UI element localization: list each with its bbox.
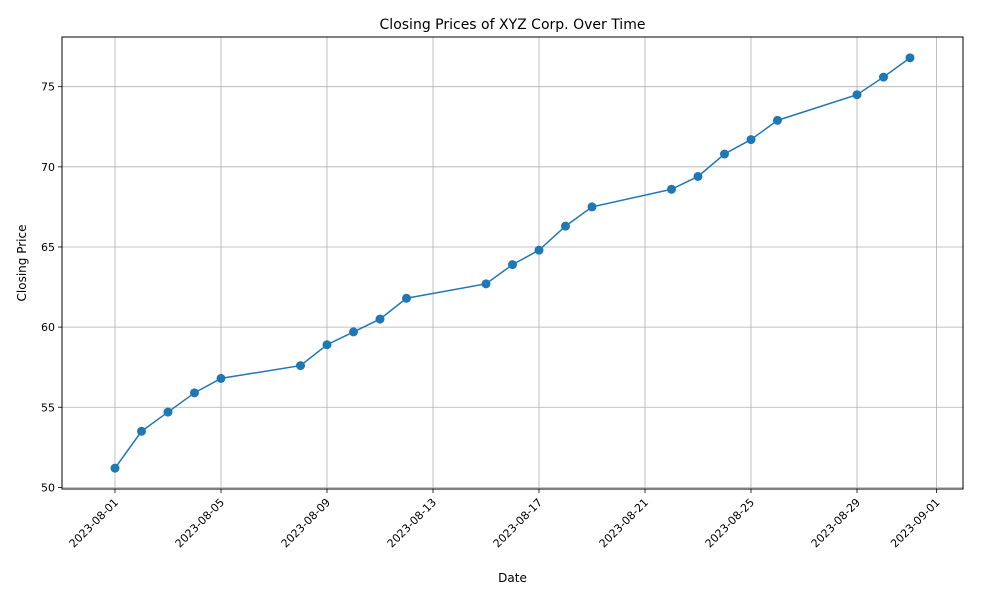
x-tick-label: 2023-08-13 [385, 496, 439, 550]
x-tick-label: 2023-08-01 [67, 496, 121, 550]
data-point [773, 115, 782, 125]
chart-title: Closing Prices of XYZ Corp. Over Time [380, 17, 646, 33]
data-point [534, 245, 544, 255]
x-tick-label: 2023-08-09 [279, 496, 333, 550]
data-point [296, 361, 305, 371]
data-point [137, 426, 146, 436]
data-point [322, 340, 332, 350]
data-point [349, 327, 358, 337]
y-axis: 50 55 60 65 70 75 [41, 81, 62, 494]
y-axis-label: Closing Price [15, 225, 29, 302]
data-point [402, 293, 411, 303]
x-tick-label: 2023-08-21 [597, 496, 651, 550]
series-layer [110, 53, 915, 473]
y-tick-label: 70 [41, 161, 55, 174]
x-tick-label: 2023-08-29 [809, 496, 863, 550]
data-point [216, 373, 226, 383]
data-point [163, 407, 173, 417]
plot-frame [61, 36, 964, 490]
data-point [879, 72, 888, 82]
x-tick-label: 2023-08-05 [173, 496, 227, 550]
x-axis-label: Date [498, 571, 527, 585]
x-tick-label: 2023-08-17 [491, 496, 545, 550]
data-point [905, 53, 915, 63]
data-point [587, 202, 597, 212]
data-point [693, 171, 703, 181]
data-point [375, 314, 385, 324]
data-point [561, 221, 570, 231]
y-tick-label: 75 [41, 81, 55, 94]
data-point [746, 135, 756, 145]
y-tick-label: 60 [41, 321, 55, 334]
x-tick-label: 2023-08-25 [703, 496, 757, 550]
y-tick-label: 50 [41, 481, 55, 494]
data-point [508, 260, 517, 270]
data-point [720, 149, 729, 159]
data-point [481, 279, 491, 289]
data-point [190, 388, 199, 398]
x-tick-label: 2023-09-01 [888, 496, 942, 550]
data-point [110, 463, 120, 473]
x-axis: 2023-08-01 2023-08-05 2023-08-09 2023-08-13… [67, 489, 943, 550]
data-point [852, 90, 862, 100]
y-tick-label: 65 [41, 241, 55, 254]
y-tick-label: 55 [41, 401, 55, 414]
grid-layer [62, 37, 963, 489]
data-point [667, 184, 676, 194]
